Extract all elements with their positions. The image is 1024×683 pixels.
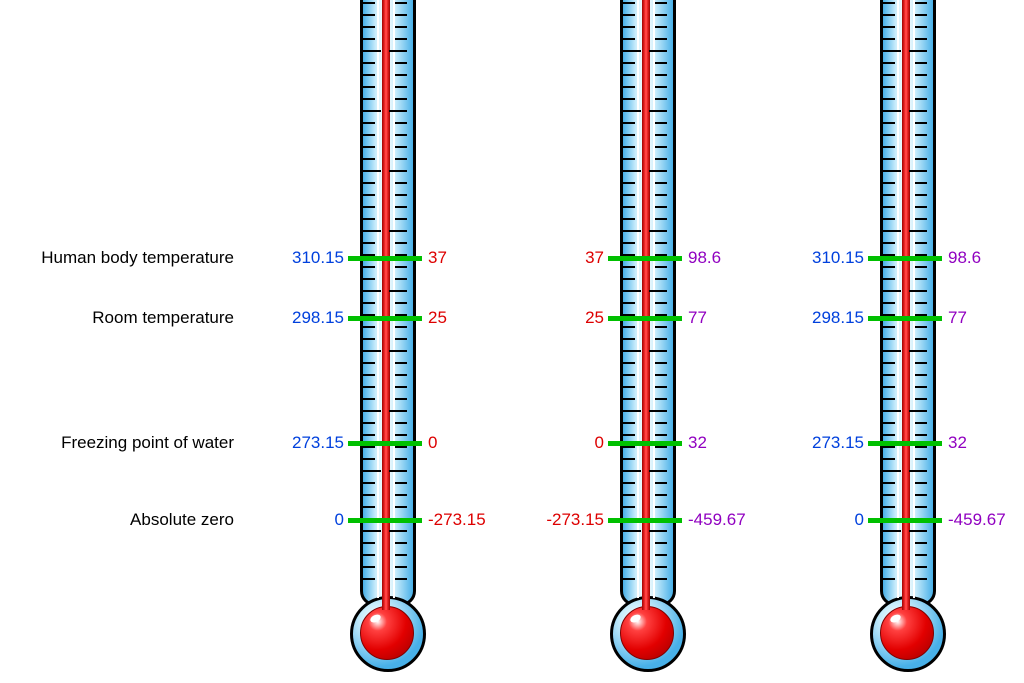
value-right-room: 25 xyxy=(428,308,447,328)
thermometer-bulb-mercury xyxy=(880,606,934,660)
tick-marks xyxy=(883,0,927,590)
marker-body xyxy=(348,256,422,261)
row-label-freeze: Freezing point of water xyxy=(0,433,234,453)
value-left-body: 310.15 xyxy=(292,248,344,268)
value-right-body: 98.6 xyxy=(948,248,981,268)
value-left-abszero: -273.15 xyxy=(546,510,604,530)
value-right-freeze: 0 xyxy=(428,433,437,453)
value-left-room: 298.15 xyxy=(292,308,344,328)
marker-body xyxy=(608,256,682,261)
value-left-body: 310.15 xyxy=(812,248,864,268)
value-left-room: 25 xyxy=(585,308,604,328)
tick-marks xyxy=(623,0,667,590)
value-right-freeze: 32 xyxy=(948,433,967,453)
value-right-abszero: -459.67 xyxy=(688,510,746,530)
row-label-room: Room temperature xyxy=(0,308,234,328)
value-right-body: 37 xyxy=(428,248,447,268)
value-left-abszero: 0 xyxy=(335,510,344,530)
marker-abszero xyxy=(348,518,422,523)
marker-abszero xyxy=(868,518,942,523)
value-right-abszero: -459.67 xyxy=(948,510,1006,530)
value-right-body: 98.6 xyxy=(688,248,721,268)
value-left-freeze: 273.15 xyxy=(292,433,344,453)
marker-abszero xyxy=(608,518,682,523)
value-left-room: 298.15 xyxy=(812,308,864,328)
value-right-room: 77 xyxy=(948,308,967,328)
tick-marks xyxy=(363,0,407,590)
marker-room xyxy=(348,316,422,321)
value-left-body: 37 xyxy=(585,248,604,268)
marker-body xyxy=(868,256,942,261)
thermometer-bulb-mercury xyxy=(360,606,414,660)
row-label-body: Human body temperature xyxy=(0,248,234,268)
value-right-freeze: 32 xyxy=(688,433,707,453)
value-left-freeze: 273.15 xyxy=(812,433,864,453)
marker-freeze xyxy=(348,441,422,446)
value-left-freeze: 0 xyxy=(595,433,604,453)
row-label-abszero: Absolute zero xyxy=(0,510,234,530)
marker-freeze xyxy=(868,441,942,446)
marker-room xyxy=(608,316,682,321)
marker-freeze xyxy=(608,441,682,446)
value-left-abszero: 0 xyxy=(855,510,864,530)
thermometer-bulb-mercury xyxy=(620,606,674,660)
value-right-abszero: -273.15 xyxy=(428,510,486,530)
value-right-room: 77 xyxy=(688,308,707,328)
marker-room xyxy=(868,316,942,321)
